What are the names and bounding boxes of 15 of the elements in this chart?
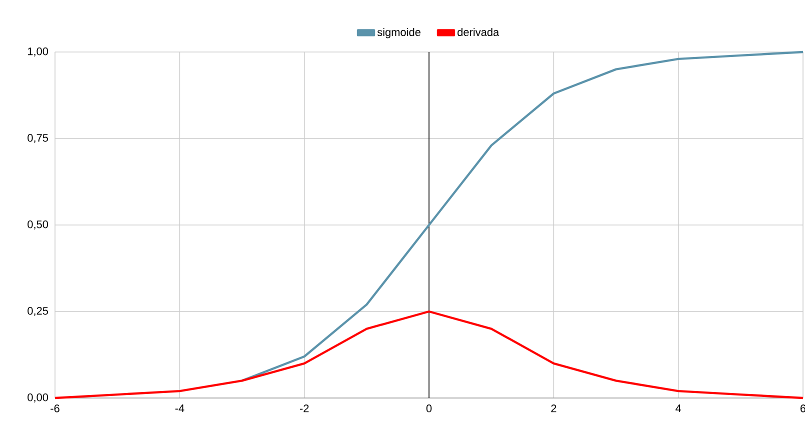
- x-tick-label: -2: [300, 404, 309, 412]
- x-tick-label: 2: [551, 404, 556, 412]
- x-tick-label: -4: [175, 404, 184, 412]
- y-tick-label: 0,00: [28, 393, 48, 403]
- x-tick-label: -6: [50, 404, 60, 412]
- legend-label: sigmoide: [377, 28, 420, 38]
- line-series: [54, 310, 804, 400]
- line-series: [240, 50, 804, 382]
- x-tick-label: 4: [676, 404, 682, 412]
- y-tick-label: 0,75: [28, 134, 48, 144]
- y-tick-label: 1,00: [28, 47, 48, 57]
- y-tick-label: 0,50: [28, 220, 48, 230]
- legend-label: derivada: [458, 28, 500, 36]
- y-tick-label: 0,25: [28, 306, 48, 316]
- x-tick-label: 0: [426, 404, 432, 412]
